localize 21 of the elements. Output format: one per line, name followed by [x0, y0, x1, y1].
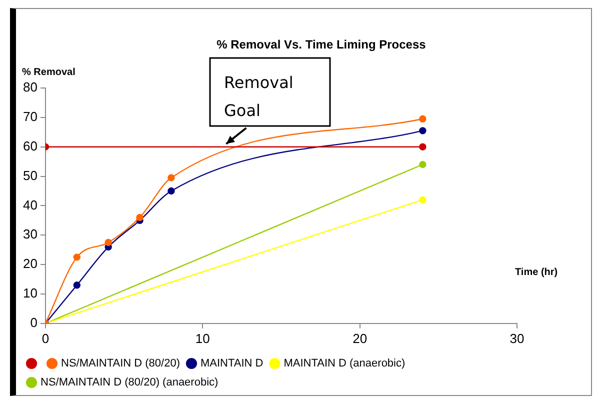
legend-label: NS/MAINTAIN D (80/20) (anaerobic) — [40, 376, 218, 389]
annotation: Removal Goal — [224, 73, 294, 120]
y-tick-label: 40 — [22, 197, 38, 212]
x-tick-label: 20 — [352, 330, 368, 346]
chart-title: % Removal Vs. Time Liming Process — [216, 37, 426, 52]
y-tick-label: 80 — [22, 80, 38, 95]
legend-label: NS/MAINTAIN D (80/20) — [61, 358, 180, 370]
x-tick-label: 10 — [195, 330, 210, 346]
y-tick-label: 20 — [22, 256, 38, 272]
x-axis-title: Time (hr) — [515, 266, 558, 278]
legend-label: MAINTAIN D (anaerobic) — [284, 358, 406, 370]
x-tick-label: 0 — [42, 330, 50, 346]
y-axis-title: % Removal — [22, 66, 76, 78]
y-tick-label: 70 — [22, 109, 38, 124]
y-tick-label: 60 — [22, 138, 38, 154]
y-tick-label: 0 — [30, 314, 38, 330]
y-tick-label: 30 — [22, 226, 38, 242]
y-tick-label: 10 — [22, 286, 38, 301]
x-tick-label: 30 — [510, 330, 524, 346]
legend-label: MAINTAIN D — [200, 358, 264, 370]
y-tick-label: 50 — [22, 168, 38, 183]
